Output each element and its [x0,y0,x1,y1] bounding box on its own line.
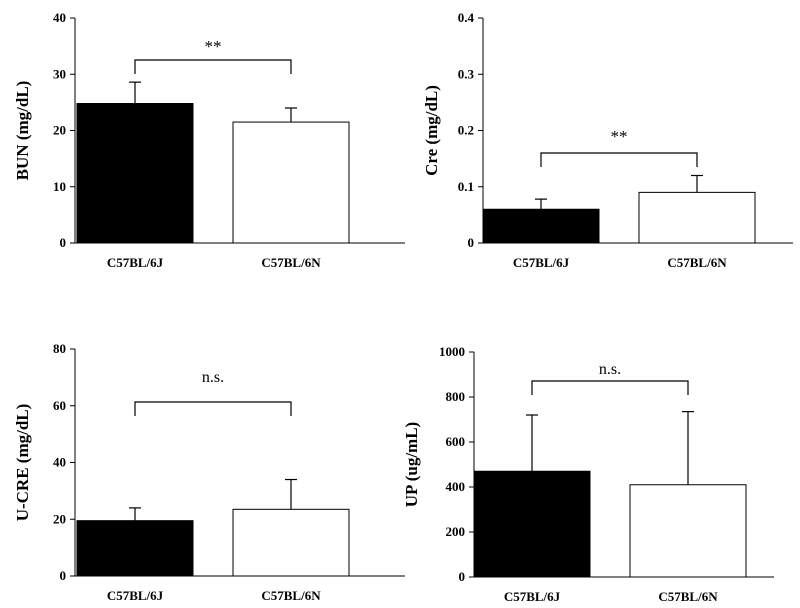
significance-bracket [540,152,698,167]
chart-panel-4: 0 200 400 600 800 1000 UP (ug/mL) C57BL/6J C57BL… [402,344,774,604]
y-tick-label: 0.2 [458,123,474,138]
x-tick-label: C57BL/6J [107,255,164,270]
y-tick-label: 20 [53,511,66,526]
bar-1 [76,103,194,244]
bar-1 [473,470,591,578]
y-tick-label: 0 [60,235,67,250]
x-tick-label: C57BL/6N [667,255,727,270]
y-tick-label: 1000 [439,344,465,359]
y-tick-label: 0 [468,235,475,250]
y-tick-label: 30 [53,66,66,81]
y-axis-label: BUN (mg/dL) [13,81,32,181]
significance-bracket [134,401,292,416]
chart-panel-3: 0 20 40 60 80 U-CRE (mg/dL) C57BL/6J C57BL/6N n.… [13,341,405,603]
y-axis-label: U-CRE (mg/dL) [13,404,32,522]
y-tick-label: 60 [53,398,66,413]
y-tick-label: 20 [53,123,66,138]
y-tick-label: 40 [53,10,66,25]
x-tick-label: C57BL/6J [504,589,561,603]
significance-label: ** [205,37,222,56]
bar-1 [482,208,600,244]
bar-1 [76,520,194,577]
y-axis-label: Cre (mg/dL) [422,85,441,176]
significance-label: ** [611,127,628,146]
bar-2 [232,508,350,577]
y-tick-label: 80 [53,341,66,356]
y-tick-label: 400 [446,479,466,494]
significance-bracket [134,59,292,74]
y-tick-label: 40 [53,455,66,470]
y-tick-label: 10 [53,179,66,194]
bar-2 [232,121,350,244]
significance-bracket [531,380,689,395]
x-tick-label: C57BL/6J [107,588,164,603]
y-tick-label: 0.3 [458,66,475,81]
y-tick-label: 0.1 [458,179,474,194]
y-tick-label: 600 [446,434,466,449]
bar-2 [629,484,747,578]
x-tick-label: C57BL/6N [658,589,718,603]
chart-panel-1: 0 10 20 30 40 BUN (mg/dL) C57BL/6J C57BL/6N ** [13,10,405,270]
y-tick-label: 0 [459,569,466,584]
x-tick-label: C57BL/6J [513,255,570,270]
x-tick-label: C57BL/6N [261,588,321,603]
chart-panel-2: 0 0.1 0.2 0.3 0.4 Cre (mg/dL) C57BL/6J C57BL/6N… [422,10,793,270]
significance-label: n.s. [599,361,621,378]
y-tick-label: 800 [446,389,466,404]
y-tick-label: 0 [60,568,67,583]
bar-2 [638,191,756,244]
significance-label: n.s. [202,369,224,386]
y-axis-label: UP (ug/mL) [402,422,421,507]
y-tick-label: 0.4 [458,10,475,25]
x-tick-label: C57BL/6N [261,255,321,270]
y-tick-label: 200 [446,524,466,539]
